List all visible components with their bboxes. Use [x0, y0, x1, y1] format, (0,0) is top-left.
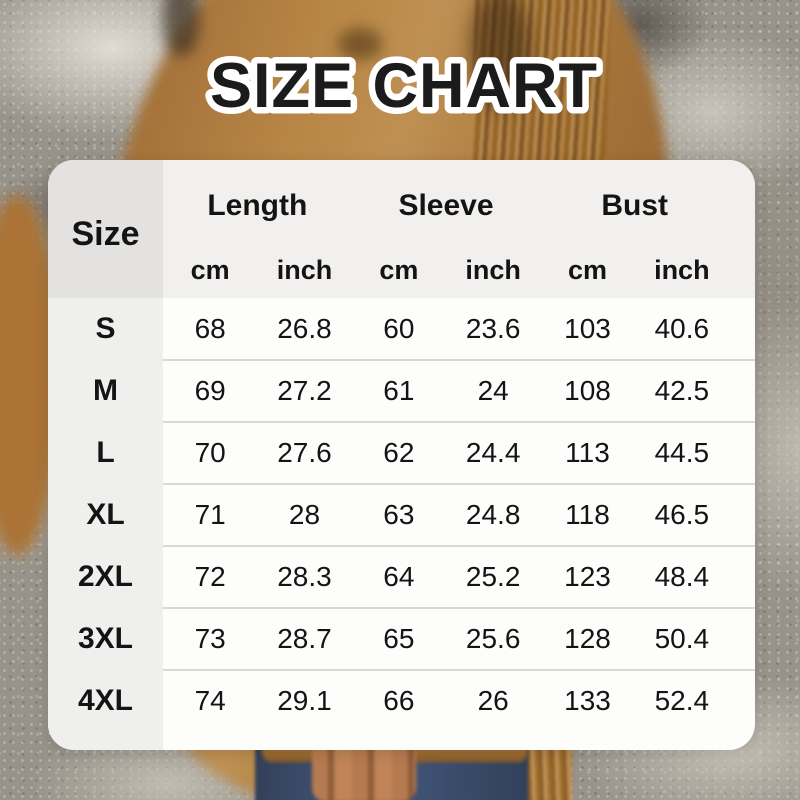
group-header-sleeve: Sleeve	[398, 189, 494, 222]
size-table-card: Size Length Sleeve Bust cm inch cm inch …	[48, 160, 755, 750]
size-label: L	[96, 436, 115, 469]
row-separator	[163, 483, 755, 485]
size-header-background	[48, 160, 163, 298]
value-cell: 133	[564, 685, 611, 716]
size-table: Size Length Sleeve Bust cm inch cm inch …	[48, 160, 755, 750]
value-cell: 113	[565, 437, 610, 468]
value-cell: 103	[564, 313, 611, 344]
size-label: 4XL	[77, 684, 134, 717]
table-header-background	[163, 160, 755, 298]
value-cell: 28.3	[277, 561, 332, 592]
value-cell: 62	[383, 437, 415, 468]
value-cell: 63	[383, 499, 415, 530]
value-cell: 74	[194, 685, 226, 716]
unit-header-sleeve-cm: cm	[379, 254, 419, 285]
title-banner: SIZE CHART	[204, 45, 604, 128]
value-cell: 23.6	[465, 313, 521, 344]
value-cell: 50.4	[654, 623, 710, 654]
value-cell: 28.7	[277, 623, 332, 654]
row-separator	[163, 545, 755, 547]
value-cell: 71	[194, 499, 226, 530]
value-cell: 64	[383, 561, 415, 592]
value-cell: 27.2	[277, 375, 332, 406]
value-cell: 25.2	[465, 561, 521, 592]
value-cell: 42.5	[654, 375, 710, 406]
value-cell: 73	[194, 623, 226, 654]
value-cell: 48.4	[654, 561, 710, 592]
value-cell: 61	[383, 375, 415, 406]
value-cell: 68	[194, 313, 226, 344]
value-cell: 29.1	[277, 685, 332, 716]
head-shadow	[163, 0, 199, 56]
value-cell: 118	[565, 499, 610, 530]
value-cell: 44.5	[654, 437, 710, 468]
value-cell: 69	[194, 375, 226, 406]
row-separator	[163, 669, 755, 671]
value-cell: 60	[383, 313, 415, 344]
value-cell: 28	[288, 499, 321, 530]
value-cell: 123	[564, 561, 611, 592]
value-cell: 66	[383, 685, 415, 716]
corner-header-size: Size	[71, 215, 140, 253]
collar-shadow	[338, 28, 382, 60]
row-separator	[163, 607, 755, 609]
row-separator	[163, 359, 755, 361]
unit-header-length-inch: inch	[276, 254, 333, 285]
size-label: XL	[86, 498, 125, 531]
value-cell: 24	[477, 375, 509, 406]
value-cell: 72	[194, 561, 226, 592]
value-cell: 24.8	[465, 499, 521, 530]
page-title: SIZE CHART	[210, 51, 598, 121]
value-cell: 108	[564, 375, 611, 406]
size-label: 3XL	[77, 622, 134, 655]
size-label: 2XL	[77, 560, 134, 593]
value-cell: 128	[564, 623, 611, 654]
hand	[312, 744, 416, 800]
unit-header-length-cm: cm	[190, 254, 230, 285]
hair-strand	[528, 740, 572, 800]
value-cell: 40.6	[654, 313, 710, 344]
group-header-bust: Bust	[601, 189, 668, 222]
value-cell: 24.4	[465, 437, 521, 468]
size-label: S	[95, 312, 116, 345]
value-cell: 46.5	[654, 499, 710, 530]
group-header-length: Length	[207, 189, 308, 222]
size-label: M	[93, 374, 118, 407]
value-cell: 26.8	[277, 313, 332, 344]
unit-header-sleeve-inch: inch	[465, 254, 521, 285]
value-cell: 25.6	[465, 623, 521, 654]
value-cell: 27.6	[277, 437, 332, 468]
value-cell: 70	[194, 437, 226, 468]
unit-header-bust-cm: cm	[567, 254, 607, 285]
row-separator	[163, 421, 755, 423]
value-cell: 52.4	[654, 685, 710, 716]
value-cell: 26	[477, 685, 509, 716]
unit-header-bust-inch: inch	[654, 254, 710, 285]
hair-shadow	[470, 0, 530, 108]
value-cell: 65	[383, 623, 415, 654]
